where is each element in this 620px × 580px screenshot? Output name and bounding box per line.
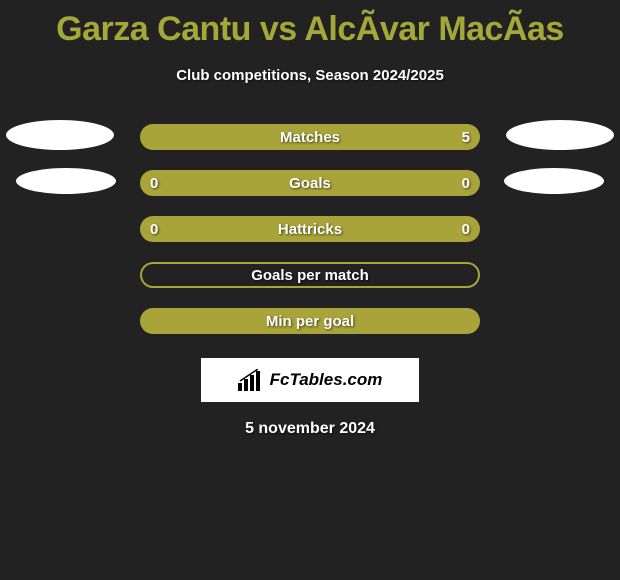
player-left-placeholder bbox=[6, 120, 114, 150]
stat-value-right: 0 bbox=[462, 175, 470, 192]
stat-pill: Min per goal bbox=[140, 308, 480, 334]
brand-label: FcTables.com bbox=[270, 370, 383, 390]
date-label: 5 november 2024 bbox=[0, 420, 620, 438]
stat-value-left: 0 bbox=[150, 175, 158, 192]
stat-value-right: 0 bbox=[462, 221, 470, 238]
stat-row-hattricks: 0 Hattricks 0 bbox=[0, 206, 620, 252]
stat-label: Goals per match bbox=[251, 267, 369, 284]
player-right-placeholder bbox=[506, 120, 614, 150]
stat-pill: 0 Goals 0 bbox=[140, 170, 480, 196]
bars-icon bbox=[238, 369, 266, 391]
stat-pill: Goals per match bbox=[140, 262, 480, 288]
stat-pill: 0 Hattricks 0 bbox=[140, 216, 480, 242]
stats-container: Matches 5 0 Goals 0 0 Hattricks 0 Goals … bbox=[0, 114, 620, 344]
stat-label: Min per goal bbox=[266, 313, 354, 330]
page-title: Garza Cantu vs AlcÃvar MacÃas bbox=[0, 0, 620, 49]
stat-label: Matches bbox=[280, 129, 340, 146]
stat-row-matches: Matches 5 bbox=[0, 114, 620, 160]
brand-box[interactable]: FcTables.com bbox=[201, 358, 419, 402]
stat-pill: Matches 5 bbox=[140, 124, 480, 150]
player-left-placeholder bbox=[16, 168, 116, 194]
player-right-placeholder bbox=[504, 168, 604, 194]
stat-row-min-per-goal: Min per goal bbox=[0, 298, 620, 344]
subtitle: Club competitions, Season 2024/2025 bbox=[0, 67, 620, 84]
stat-row-goals: 0 Goals 0 bbox=[0, 160, 620, 206]
stat-label: Goals bbox=[289, 175, 331, 192]
stat-row-goals-per-match: Goals per match bbox=[0, 252, 620, 298]
stat-label: Hattricks bbox=[278, 221, 342, 238]
stat-value-right: 5 bbox=[462, 129, 470, 146]
stat-value-left: 0 bbox=[150, 221, 158, 238]
